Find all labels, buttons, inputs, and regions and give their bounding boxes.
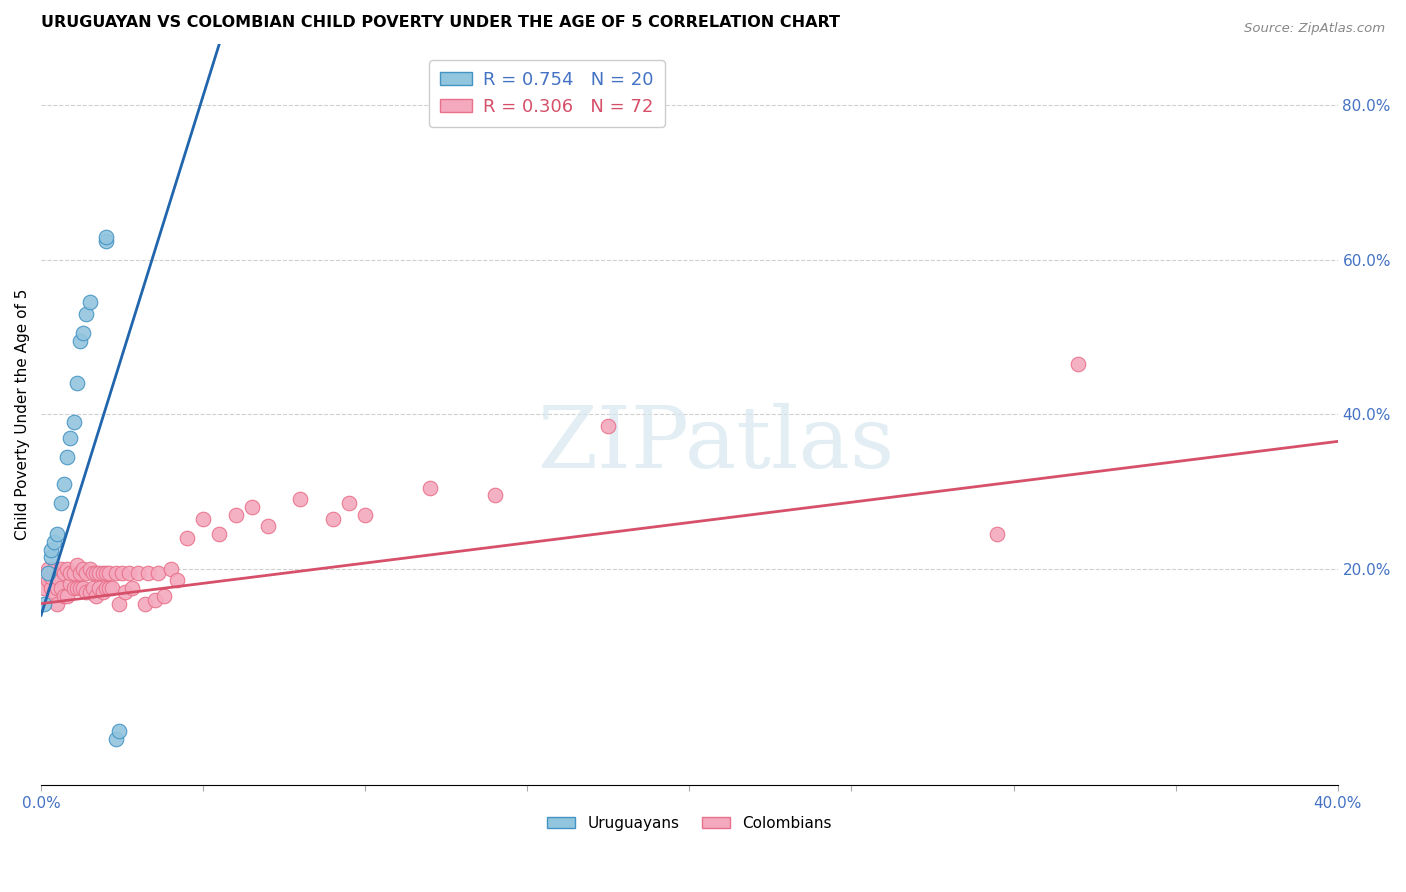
Point [89,566,111,580]
Point [66,581,89,595]
Point [72,326,94,341]
Point [37,562,59,576]
Point [66,558,89,572]
Point [208,527,231,541]
Point [39,550,62,565]
Point [94,566,117,580]
Point [46,527,69,541]
Point [42,585,65,599]
Point [127,566,149,580]
Point [79,295,101,310]
Point [986,527,1008,541]
Point [337,496,360,510]
Point [46,581,69,595]
Point [143,592,166,607]
Point [52,566,75,580]
Point [42,562,65,576]
Point [62,581,84,595]
Point [72,581,94,595]
Point [69,566,91,580]
Point [69,334,91,348]
Point [225,508,247,522]
Point [59,431,82,445]
Point [91,566,114,580]
Point [56,450,79,464]
Point [39,581,62,595]
Point [66,376,89,391]
Point [79,562,101,576]
Point [166,574,188,588]
Point [37,574,59,588]
Point [76,307,98,321]
Point [159,562,181,576]
Point [76,566,98,580]
Point [49,496,72,510]
Point [62,566,84,580]
Point [39,542,62,557]
Point [94,234,117,248]
Point [84,566,107,580]
Point [598,419,620,434]
Point [62,415,84,429]
Point [94,229,117,244]
Point [257,519,280,533]
Point [193,511,215,525]
Point [134,597,156,611]
Point [39,569,62,583]
Point [46,569,69,583]
Point [84,589,107,603]
Point [104,731,127,746]
Point [34,597,56,611]
Point [34,581,56,595]
Point [59,566,82,580]
Point [101,581,124,595]
Point [98,566,121,580]
Point [240,500,263,514]
Point [49,581,72,595]
Point [56,589,79,603]
Point [136,566,159,580]
Point [419,481,441,495]
Point [111,566,134,580]
Point [290,492,312,507]
Point [176,531,198,545]
Point [91,585,114,599]
Point [322,511,344,525]
Point [146,566,169,580]
Point [72,562,94,576]
Point [79,585,101,599]
Point [76,585,98,599]
Point [59,577,82,591]
Point [104,566,127,580]
Point [354,508,377,522]
Point [89,581,111,595]
Point [56,562,79,576]
Point [108,597,131,611]
Point [98,581,121,595]
Point [153,589,176,603]
Text: Source: ZipAtlas.com: Source: ZipAtlas.com [1244,22,1385,36]
Text: ZIPatlas: ZIPatlas [537,402,894,485]
Point [117,566,139,580]
Point [46,597,69,611]
Legend: Uruguayans, Colombians: Uruguayans, Colombians [541,810,838,837]
Point [108,724,131,739]
Point [49,562,72,576]
Text: URUGUAYAN VS COLOMBIAN CHILD POVERTY UNDER THE AGE OF 5 CORRELATION CHART: URUGUAYAN VS COLOMBIAN CHILD POVERTY UND… [41,15,841,30]
Point [37,566,59,580]
Point [1067,357,1090,371]
Point [82,581,104,595]
Y-axis label: Child Poverty Under the Age of 5: Child Poverty Under the Age of 5 [15,289,30,540]
Point [484,488,506,502]
Point [82,566,104,580]
Point [94,581,117,595]
Point [69,581,91,595]
Point [42,534,65,549]
Point [52,476,75,491]
Point [114,585,136,599]
Point [52,589,75,603]
Point [121,581,143,595]
